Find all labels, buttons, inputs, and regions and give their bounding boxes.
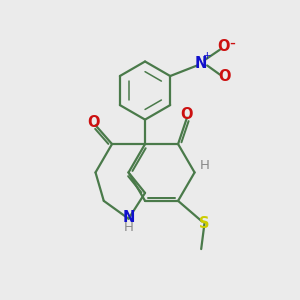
- Text: H: H: [124, 221, 134, 234]
- Text: O: O: [88, 115, 100, 130]
- Text: N: N: [195, 56, 207, 71]
- Text: O: O: [181, 107, 193, 122]
- Text: H: H: [200, 159, 210, 172]
- Text: +: +: [203, 51, 212, 61]
- Text: S: S: [199, 216, 210, 231]
- Text: N: N: [122, 209, 135, 224]
- Text: O: O: [217, 40, 230, 55]
- Text: O: O: [218, 69, 231, 84]
- Text: -: -: [230, 34, 236, 52]
